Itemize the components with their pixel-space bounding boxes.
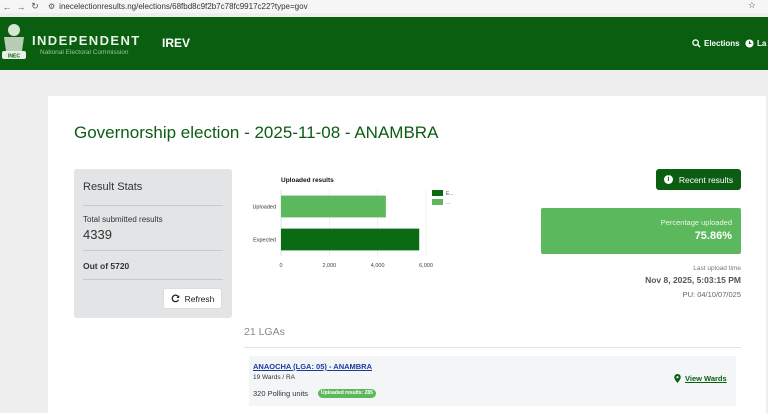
last-upload-pu: PU: 04/10/07/025 <box>682 290 741 299</box>
brand-subtitle: National Electoral Commission <box>40 49 129 56</box>
x-tick-label: 4,000 <box>371 263 385 269</box>
lga-polling-units: 320 Polling units <box>253 389 309 398</box>
last-upload-time: Nov 8, 2025, 5:03:15 PM <box>645 275 741 285</box>
y-tick-label: Uploaded <box>252 205 276 211</box>
app-name-link[interactable]: IREV <box>162 36 191 50</box>
site-settings-icon[interactable]: ⚙ <box>48 2 56 11</box>
forward-arrow-icon[interactable]: → <box>16 1 26 12</box>
logo-text: INEC <box>8 54 20 60</box>
divider <box>83 250 223 251</box>
legend-label: ... <box>446 200 450 206</box>
map-pin-icon <box>674 374 681 383</box>
nav-latest-label: La <box>757 39 767 48</box>
recent-results-label: Recent results <box>678 174 734 185</box>
legend-label: E... <box>446 191 454 197</box>
inec-logo[interactable]: INEC <box>0 21 28 61</box>
uploaded-results-badge: Uploaded results: 285 <box>318 389 376 398</box>
lga-count: 21 LGAs <box>244 326 285 338</box>
refresh-button[interactable]: Refresh <box>163 288 222 309</box>
clock-icon <box>745 39 754 48</box>
nav-elections[interactable]: Elections <box>692 39 740 48</box>
star-icon[interactable]: ☆ <box>747 0 756 10</box>
legend-swatch <box>432 190 443 196</box>
percentage-uploaded-box: Percentage uploaded 75.86% <box>541 208 741 254</box>
back-arrow-icon[interactable]: ← <box>2 1 12 12</box>
recent-results-button[interactable]: i Recent results <box>656 169 741 190</box>
refresh-label: Refresh <box>184 293 215 304</box>
bar[interactable] <box>281 228 420 251</box>
submitted-value: 4339 <box>83 227 112 242</box>
info-icon: i <box>663 175 673 184</box>
bar[interactable] <box>281 195 386 218</box>
site-header: INEC INDEPENDENT National Electoral Comm… <box>0 17 768 70</box>
submitted-label: Total submitted results <box>83 215 163 224</box>
nav-latest[interactable]: La <box>745 39 766 48</box>
page-title: Governorship election - 2025-11-08 - ANA… <box>74 123 439 142</box>
out-of-total: Out of 5720 <box>83 261 130 271</box>
uploaded-results-chart: Uploaded results 0 2,000 4,000 6,000 Upload… <box>244 170 464 275</box>
lga-wards: 19 Wards / RA <box>253 374 296 381</box>
divider <box>244 347 741 348</box>
result-stats-panel: Result Stats Total submitted results 433… <box>74 169 232 318</box>
brand-title: INDEPENDENT <box>32 33 141 48</box>
view-wards-label: View Wards <box>685 374 727 383</box>
view-wards-link[interactable]: View Wards <box>674 374 727 383</box>
chart-svg: Uploaded results 0 2,000 4,000 6,000 Upload… <box>252 177 454 269</box>
last-upload-label: Last upload time <box>693 265 741 272</box>
legend-swatch <box>432 199 443 205</box>
chart-title: Uploaded results <box>281 177 334 184</box>
divider <box>83 279 223 280</box>
reload-icon[interactable]: ↻ <box>31 1 39 11</box>
x-tick-label: 0 <box>279 263 282 269</box>
lga-list-item: ANAOCHA (LGA: 05) - ANAMBRA 19 Wards / R… <box>249 356 736 406</box>
percentage-label: Percentage uploaded <box>660 218 732 227</box>
url-text[interactable]: inecelectionresults.ng/elections/68fbd8c… <box>59 2 308 11</box>
x-tick-label: 2,000 <box>322 263 336 269</box>
divider <box>83 205 223 206</box>
refresh-icon <box>171 294 179 303</box>
x-tick-label: 6,000 <box>419 263 433 269</box>
search-icon <box>692 39 701 48</box>
browser-toolbar: ← → ↻ ⚙ inecelectionresults.ng/elections… <box>0 0 768 13</box>
y-tick-label: Expected <box>253 238 276 244</box>
lga-name-link[interactable]: ANAOCHA (LGA: 05) - ANAMBRA <box>253 362 373 371</box>
address-bar[interactable]: ⚙ inecelectionresults.ng/elections/68fbd… <box>48 1 308 12</box>
nav-elections-label: Elections <box>704 39 740 48</box>
stats-title: Result Stats <box>83 181 143 193</box>
percentage-value: 75.86% <box>694 230 732 242</box>
